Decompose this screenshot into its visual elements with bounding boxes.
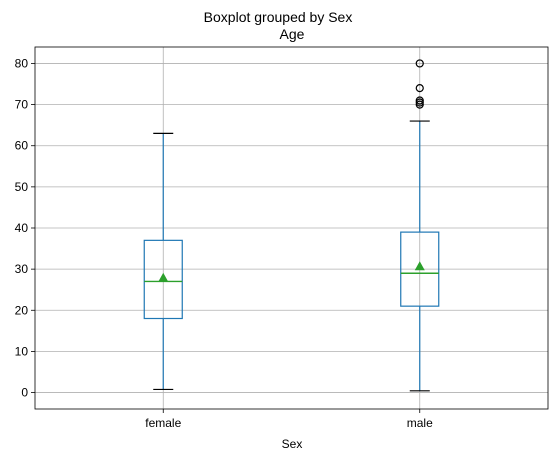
- y-tick-label: 0: [21, 386, 28, 400]
- x-axis-ticks: female male: [145, 409, 433, 430]
- mean-marker: [414, 261, 425, 271]
- iqr-box: [400, 231, 440, 307]
- grid-lines: [35, 47, 548, 409]
- outlier-point: [415, 84, 424, 93]
- mean-marker: [158, 272, 169, 282]
- box-group-male: [400, 59, 440, 392]
- y-axis-ticks: 0 10 20 30 40 50 60 70 80: [15, 56, 35, 400]
- y-tick-label: 50: [15, 180, 29, 194]
- y-tick-label: 70: [15, 98, 29, 112]
- chart-title: Age: [280, 26, 305, 42]
- y-tick-label: 20: [15, 303, 29, 317]
- x-axis-label: Sex: [282, 437, 303, 451]
- y-tick-label: 80: [15, 56, 29, 70]
- box-group-female: [143, 132, 183, 391]
- outlier-point: [415, 96, 424, 105]
- box-series: [143, 59, 440, 392]
- y-tick-label: 30: [15, 262, 29, 276]
- outlier-point: [415, 59, 424, 68]
- y-tick-label: 60: [15, 139, 29, 153]
- plot-frame: [34, 46, 549, 410]
- y-tick-label: 10: [15, 344, 29, 358]
- y-tick-label: 40: [15, 221, 29, 235]
- x-tick-label: female: [145, 416, 181, 430]
- x-tick-label: male: [407, 416, 433, 430]
- chart-suptitle: Boxplot grouped by Sex: [204, 9, 353, 25]
- iqr-box: [143, 239, 183, 320]
